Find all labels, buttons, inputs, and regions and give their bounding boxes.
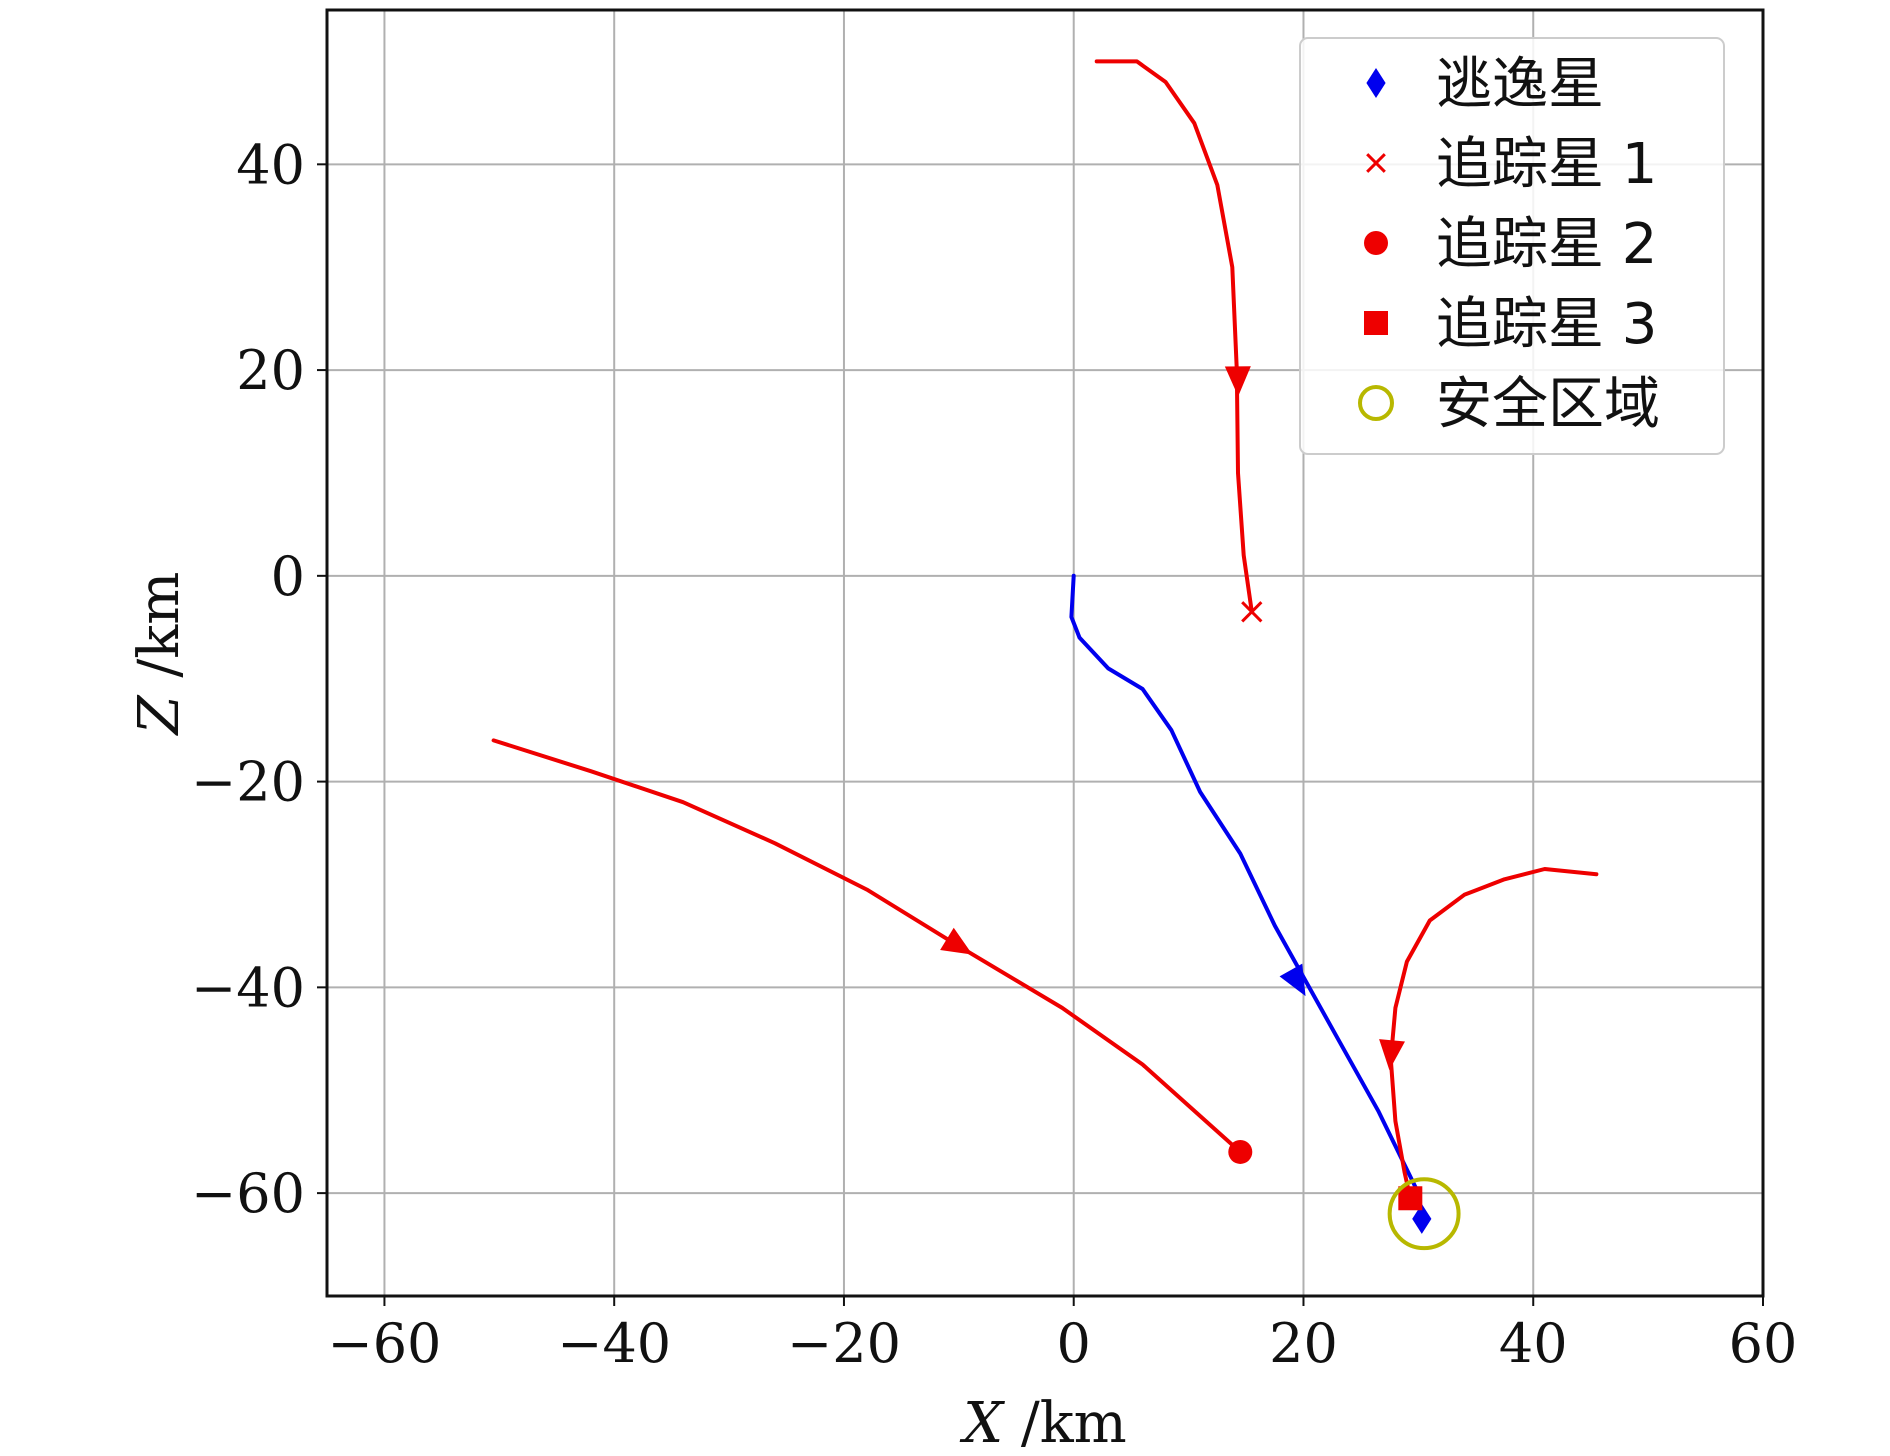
legend-label: 追踪星 1 bbox=[1436, 132, 1657, 197]
series-1-line bbox=[1069, 573, 1424, 1221]
legend-marker bbox=[1364, 311, 1388, 335]
series-1-end-marker bbox=[1412, 1203, 1432, 1234]
series-3-arrow bbox=[940, 927, 973, 955]
x-tick-label: −60 bbox=[327, 1312, 441, 1375]
y-tick-label: −40 bbox=[191, 956, 305, 1019]
legend-label: 追踪星 3 bbox=[1436, 292, 1657, 357]
series-4-line bbox=[1388, 867, 1599, 1201]
y-axis-label: Z /km bbox=[127, 572, 192, 737]
legend-label: 追踪星 2 bbox=[1436, 212, 1657, 277]
series-layer bbox=[491, 59, 1599, 1251]
x-tick-label: 60 bbox=[1729, 1312, 1798, 1375]
legend-box bbox=[1299, 37, 1725, 455]
series-5 bbox=[1387, 1177, 1461, 1251]
x-axis-unit: /km bbox=[1003, 1391, 1127, 1456]
y-tick-label: 40 bbox=[236, 133, 305, 196]
series-5-end-marker bbox=[1387, 1177, 1461, 1251]
legend-item: 追踪星 3 bbox=[1364, 292, 1657, 357]
y-tick-label: 20 bbox=[236, 339, 305, 402]
y-tick-label: −20 bbox=[191, 751, 305, 814]
legend-label: 安全区域 bbox=[1436, 372, 1660, 437]
y-axis-unit: /km bbox=[127, 572, 192, 696]
x-tick-label: 20 bbox=[1269, 1312, 1338, 1375]
series-2 bbox=[1094, 59, 1263, 623]
series-4 bbox=[1379, 867, 1599, 1211]
legend-marker-stroke bbox=[1366, 153, 1386, 173]
legend-item: 追踪星 2 bbox=[1364, 212, 1657, 277]
series-4-arrow bbox=[1379, 1039, 1405, 1071]
legend-marker bbox=[1366, 68, 1386, 98]
x-tick-label: −20 bbox=[787, 1312, 901, 1375]
x-tick-label: 0 bbox=[1057, 1312, 1091, 1375]
series-1 bbox=[1069, 573, 1432, 1234]
series-1-arrow bbox=[1279, 963, 1306, 997]
legend-item: 逃逸星 bbox=[1366, 52, 1604, 117]
legend-item: 追踪星 1 bbox=[1366, 132, 1657, 197]
legend-marker bbox=[1364, 231, 1388, 255]
legend-marker bbox=[1366, 153, 1386, 173]
series-3-line bbox=[491, 738, 1243, 1154]
y-tick-label: 0 bbox=[271, 545, 305, 608]
x-axis-var: X bbox=[959, 1391, 1005, 1456]
ticks: −60 −40 −20 0 20 40 60 −60 −40 −20 0 20 40 bbox=[191, 133, 1797, 1375]
x-tick-label: −40 bbox=[557, 1312, 671, 1375]
y-axis-var: Z bbox=[127, 694, 192, 736]
series-2-end-marker-stroke bbox=[1241, 601, 1263, 623]
series-2-line bbox=[1094, 59, 1254, 614]
legend-marker bbox=[1358, 385, 1394, 421]
series-2-end-marker bbox=[1241, 601, 1263, 623]
legend-item: 安全区域 bbox=[1358, 372, 1660, 437]
series-3-end-marker bbox=[1228, 1139, 1253, 1164]
x-axis-label: X /km bbox=[959, 1391, 1127, 1456]
series-3 bbox=[491, 738, 1253, 1164]
x-tick-label: 40 bbox=[1499, 1312, 1568, 1375]
plot-frame bbox=[325, 8, 1765, 1298]
series-2-arrow bbox=[1224, 366, 1251, 397]
legend-label: 逃逸星 bbox=[1436, 52, 1604, 117]
y-tick-label: −60 bbox=[191, 1162, 305, 1225]
series-4-end-marker bbox=[1398, 1186, 1423, 1211]
